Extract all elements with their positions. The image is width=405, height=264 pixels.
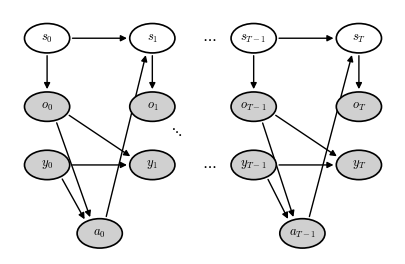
Circle shape <box>130 150 175 180</box>
Text: $\cdots$: $\cdots$ <box>201 31 215 45</box>
Circle shape <box>24 150 70 180</box>
Circle shape <box>335 23 381 53</box>
Text: $o_0$: $o_0$ <box>41 100 53 113</box>
Text: $o_{T-1}$: $o_{T-1}$ <box>240 100 266 113</box>
Text: $o_T$: $o_T$ <box>351 100 365 113</box>
Text: $\cdots$: $\cdots$ <box>201 158 215 172</box>
Circle shape <box>279 219 324 248</box>
Text: $\ddots$: $\ddots$ <box>169 125 182 139</box>
Circle shape <box>230 23 275 53</box>
Text: $s_T$: $s_T$ <box>351 32 365 45</box>
Text: $y_0$: $y_0$ <box>41 158 53 171</box>
Text: $s_0$: $s_0$ <box>41 32 53 45</box>
Text: $s_{T-1}$: $s_{T-1}$ <box>240 32 266 45</box>
Circle shape <box>335 150 381 180</box>
Circle shape <box>130 92 175 121</box>
Text: $y_1$: $y_1$ <box>146 158 158 171</box>
Circle shape <box>130 23 175 53</box>
Circle shape <box>230 92 275 121</box>
Text: $o_1$: $o_1$ <box>146 100 158 113</box>
Circle shape <box>24 23 70 53</box>
Text: $y_T$: $y_T$ <box>351 158 365 171</box>
Text: $y_{T-1}$: $y_{T-1}$ <box>240 158 266 171</box>
Circle shape <box>77 219 122 248</box>
Circle shape <box>230 150 275 180</box>
Text: $a_0$: $a_0$ <box>93 227 106 240</box>
Circle shape <box>335 92 381 121</box>
Circle shape <box>24 92 70 121</box>
Text: $a_{T-1}$: $a_{T-1}$ <box>288 227 315 240</box>
Text: $s_1$: $s_1$ <box>146 32 158 45</box>
